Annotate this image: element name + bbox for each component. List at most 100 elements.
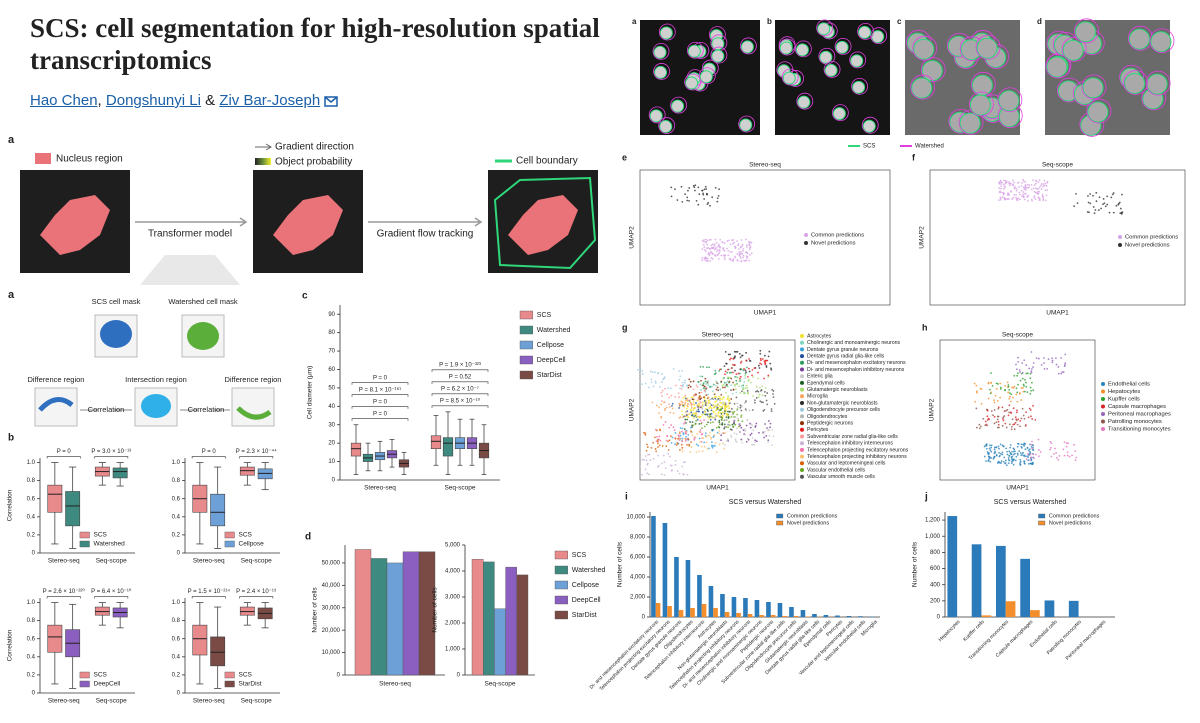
legend-dot xyxy=(800,374,804,379)
y-tick-label: 1.0 xyxy=(172,600,181,606)
mail-icon[interactable] xyxy=(324,95,339,107)
y-tick-label: 60 xyxy=(328,367,335,373)
umap-point xyxy=(674,443,676,446)
umap-point xyxy=(1009,444,1012,446)
umap-point xyxy=(759,400,762,403)
umap-point xyxy=(690,404,693,407)
umap-point xyxy=(1023,455,1026,458)
nucleus xyxy=(40,195,110,255)
y-tick-label: 0.6 xyxy=(27,496,36,502)
umap-point xyxy=(1019,379,1022,382)
umap-point xyxy=(715,426,718,429)
umap-point xyxy=(748,259,750,262)
umap-point xyxy=(1027,456,1030,459)
umap-point xyxy=(1013,423,1016,426)
label: SCS cell mask xyxy=(92,297,141,306)
umap-point xyxy=(700,379,702,382)
umap-point xyxy=(711,428,713,431)
author-link[interactable]: Dongshunyi Li xyxy=(105,92,201,109)
umap-point xyxy=(685,435,687,438)
umap-point xyxy=(681,200,684,203)
umap-point xyxy=(655,450,658,453)
umap-point xyxy=(657,464,660,467)
umap-point xyxy=(1030,443,1033,446)
umap-point xyxy=(1016,409,1018,412)
umap-point xyxy=(1006,198,1009,200)
author-link[interactable]: Ziv Bar-Joseph xyxy=(219,92,321,109)
umap-point xyxy=(1037,455,1040,458)
umap-point xyxy=(641,383,644,386)
cell-outline xyxy=(1149,28,1175,54)
cell xyxy=(654,65,668,79)
y-tick-label: 0.6 xyxy=(27,636,36,642)
umap-point xyxy=(1024,180,1027,183)
box xyxy=(210,493,226,527)
umap-point xyxy=(1024,189,1027,192)
umap-point xyxy=(657,438,659,441)
umap-point xyxy=(707,260,709,262)
umap-point xyxy=(714,413,717,415)
umap-point xyxy=(663,461,666,464)
author-link[interactable]: Hao Chen xyxy=(30,92,98,109)
umap-point xyxy=(701,407,704,410)
label: Pericytes xyxy=(807,427,829,433)
umap-point xyxy=(1024,378,1026,381)
umap-point xyxy=(694,436,697,438)
umap-point xyxy=(1012,179,1014,182)
umap-point xyxy=(1001,417,1004,420)
umap-point xyxy=(725,416,728,419)
umap-point xyxy=(732,363,734,366)
umap-point xyxy=(700,388,703,391)
umap-point xyxy=(706,408,709,411)
umap-point xyxy=(738,377,741,380)
cell-outline xyxy=(1074,18,1099,44)
umap-point xyxy=(735,383,738,386)
legend-swatch xyxy=(224,531,235,539)
bar xyxy=(823,615,829,617)
y-tick-label: 0.6 xyxy=(172,636,181,642)
umap-point xyxy=(727,249,730,252)
umap-point xyxy=(721,398,724,401)
umap-point xyxy=(990,444,993,447)
umap-point xyxy=(702,384,705,387)
umap-point xyxy=(734,416,737,418)
umap-point xyxy=(698,437,701,440)
umap-point xyxy=(697,408,700,411)
y-axis-label: Number of cells xyxy=(912,541,919,587)
umap-point xyxy=(768,350,771,353)
umap-point xyxy=(993,446,996,449)
cell-outline xyxy=(910,74,936,100)
y-tick-label: 50 xyxy=(328,385,335,391)
y-tick-label: 0.6 xyxy=(172,496,181,502)
umap-point xyxy=(740,251,742,253)
umap-point xyxy=(759,389,762,392)
umap-point xyxy=(1020,445,1023,448)
umap-point xyxy=(745,244,748,247)
y-tick-label: 40,000 xyxy=(322,583,341,589)
umap-point xyxy=(1038,179,1041,182)
umap-point xyxy=(1095,191,1098,194)
umap-point xyxy=(1037,438,1040,441)
umap-point xyxy=(1074,459,1077,462)
umap-point xyxy=(1064,362,1067,365)
umap-point xyxy=(728,380,731,383)
label: Gradient direction xyxy=(275,142,354,153)
label: Watershed cell mask xyxy=(168,297,238,306)
umap-point xyxy=(695,384,698,387)
umap-point xyxy=(724,350,727,353)
umap-point xyxy=(1029,377,1032,380)
umap-point xyxy=(1086,211,1089,213)
umap-point xyxy=(723,381,726,384)
umap-point xyxy=(1031,418,1034,420)
umap-point xyxy=(712,383,715,386)
umap-point xyxy=(990,372,992,374)
legend-dot xyxy=(800,447,804,452)
umap-point xyxy=(654,380,657,383)
umap-point xyxy=(681,427,684,430)
umap-point xyxy=(1004,182,1007,185)
umap-point xyxy=(1000,187,1003,190)
umap-point xyxy=(675,384,677,387)
umap-point xyxy=(723,410,726,413)
umap-point xyxy=(732,371,734,374)
umap-point xyxy=(1054,447,1056,450)
